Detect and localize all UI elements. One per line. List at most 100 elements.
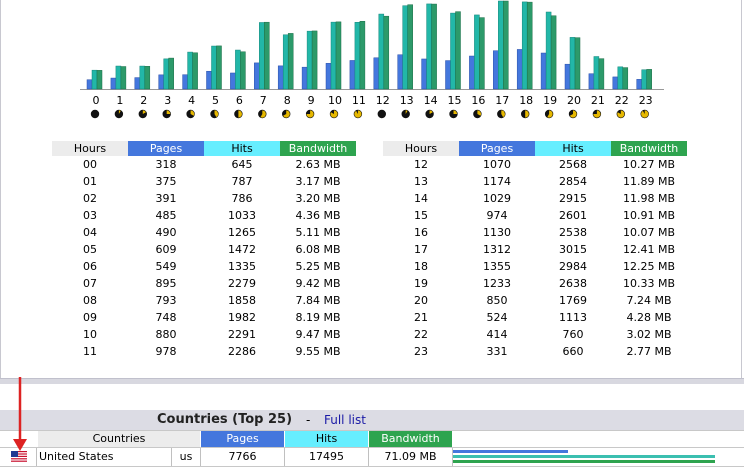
hour-tick-label: 6 [236,94,243,107]
table-row: 13 1174 2854 11.89 MB [383,173,687,190]
hits-bar [235,49,241,90]
pages-header: Pages [459,141,535,156]
pages-cell: 485 [155,209,177,222]
country-code: us [179,450,193,463]
hits-cell: 760 [562,328,584,341]
hour-tick-label: 20 [567,94,581,107]
pages-cell: 524 [486,311,508,324]
clock-fill-icon [118,110,121,114]
hits-bar [282,34,289,90]
hits-bar [617,66,624,90]
hits-cell: 787 [231,175,253,188]
hits-cell: 786 [231,192,253,205]
hits-cell: 1769 [559,294,587,307]
hour-tick-label: 19 [543,94,557,107]
clock-fill-icon [453,110,458,114]
bandwidth-header: Bandwidth [369,431,452,447]
bandwidth-bar [526,1,533,90]
country-bandwidth: 71.09 MB [384,450,437,463]
hits-bar [378,13,385,90]
pages-cell: 331 [486,345,508,358]
hits-bar [187,51,193,90]
hits-bar [139,65,146,90]
bandwidth-cell: 11.89 MB [622,175,676,188]
hour-cell: 15 [414,209,428,222]
hits-bar [569,37,576,90]
bandwidth-bar [144,66,151,90]
red-arrow-annotation [13,377,27,451]
bandwidth-cell: 7.24 MB [626,294,672,307]
hour-cell: 07 [83,277,97,290]
table-row: 17 1312 3015 12.41 MB [383,241,687,258]
table-row: 18 1355 2984 12.25 MB [383,258,687,275]
hour-cell: 16 [414,226,428,239]
full-list-link[interactable]: Full list [324,413,366,427]
pages-cell: 880 [155,328,177,341]
bandwidth-bar [168,57,174,90]
bandwidth-cell: 3.02 MB [626,328,672,341]
pages-bar [254,62,260,90]
hits-header: Hits [285,431,368,447]
clock-icon [377,109,386,119]
bandwidth-cell: 9.42 MB [295,277,341,290]
bandwidth-cell: 11.98 MB [622,192,676,205]
hits-cell: 2538 [559,226,587,239]
table-row: 16 1130 2538 10.07 MB [383,224,687,241]
hour-tick-label: 17 [495,94,509,107]
pages-bar [325,63,332,90]
country-name: United States [39,450,114,463]
hour-cell: 14 [414,192,428,205]
pages-bar [564,63,571,90]
bandwidth-bar [335,21,342,90]
hits-cell: 2601 [559,209,587,222]
hits-bar [521,1,528,90]
clock-fill-icon [214,110,219,118]
hits-cell: 1982 [228,311,256,324]
cell-divider [452,448,453,466]
table-row: 14 1029 2915 11.98 MB [383,190,687,207]
clock-fill-icon [166,110,171,114]
hour-tick-label: 10 [328,94,342,107]
hours-table-left: Hours Pages Hits Bandwidth 00 318 645 2.63 … [52,141,356,360]
pages-cell: 318 [155,158,177,171]
hour-cell: 11 [83,345,97,358]
clock-fill-icon [354,110,362,118]
table-row: 10 880 2291 9.47 MB [52,326,356,343]
country-bandwidth-bar [453,460,715,463]
hour-cell: 06 [83,260,97,273]
hits-header: Hits [535,141,611,156]
table-row: 00 318 645 2.63 MB [52,156,356,173]
pages-cell: 974 [486,209,508,222]
pages-bar [158,74,164,90]
pages-bar [588,73,595,90]
bandwidth-bar [431,3,437,90]
clock-icon [114,109,124,119]
hours-header: Hours [383,141,459,156]
bandwidth-bar [574,37,581,90]
pages-bar [277,65,284,90]
bandwidth-cell: 12.25 MB [622,260,676,273]
pages-cell: 1355 [483,260,511,273]
pages-bar [612,76,619,90]
bandwidth-bar [503,0,509,90]
pages-header: Pages [128,141,204,156]
table-row: 05 609 1472 6.08 MB [52,241,356,258]
hour-tick-label: 21 [591,94,605,107]
countries-title-band [0,410,744,430]
hour-tick-label: 18 [519,94,533,107]
pages-bar [397,54,403,90]
hour-tick-label: 23 [639,94,653,107]
pages-bar [493,50,499,90]
hour-tick-label: 15 [448,94,462,107]
table-row: 04 490 1265 5.11 MB [52,224,356,241]
pages-cell: 1174 [483,175,511,188]
pages-bar [445,60,451,90]
pages-cell: 748 [155,311,177,324]
bandwidth-bar [455,11,461,90]
table-row: 21 524 1113 4.28 MB [383,309,687,326]
bandwidth-cell: 4.28 MB [626,311,672,324]
clock-fill-icon [593,110,601,118]
hour-cell: 00 [83,158,97,171]
pages-bar [349,60,356,90]
hour-tick-label: 7 [260,94,267,107]
